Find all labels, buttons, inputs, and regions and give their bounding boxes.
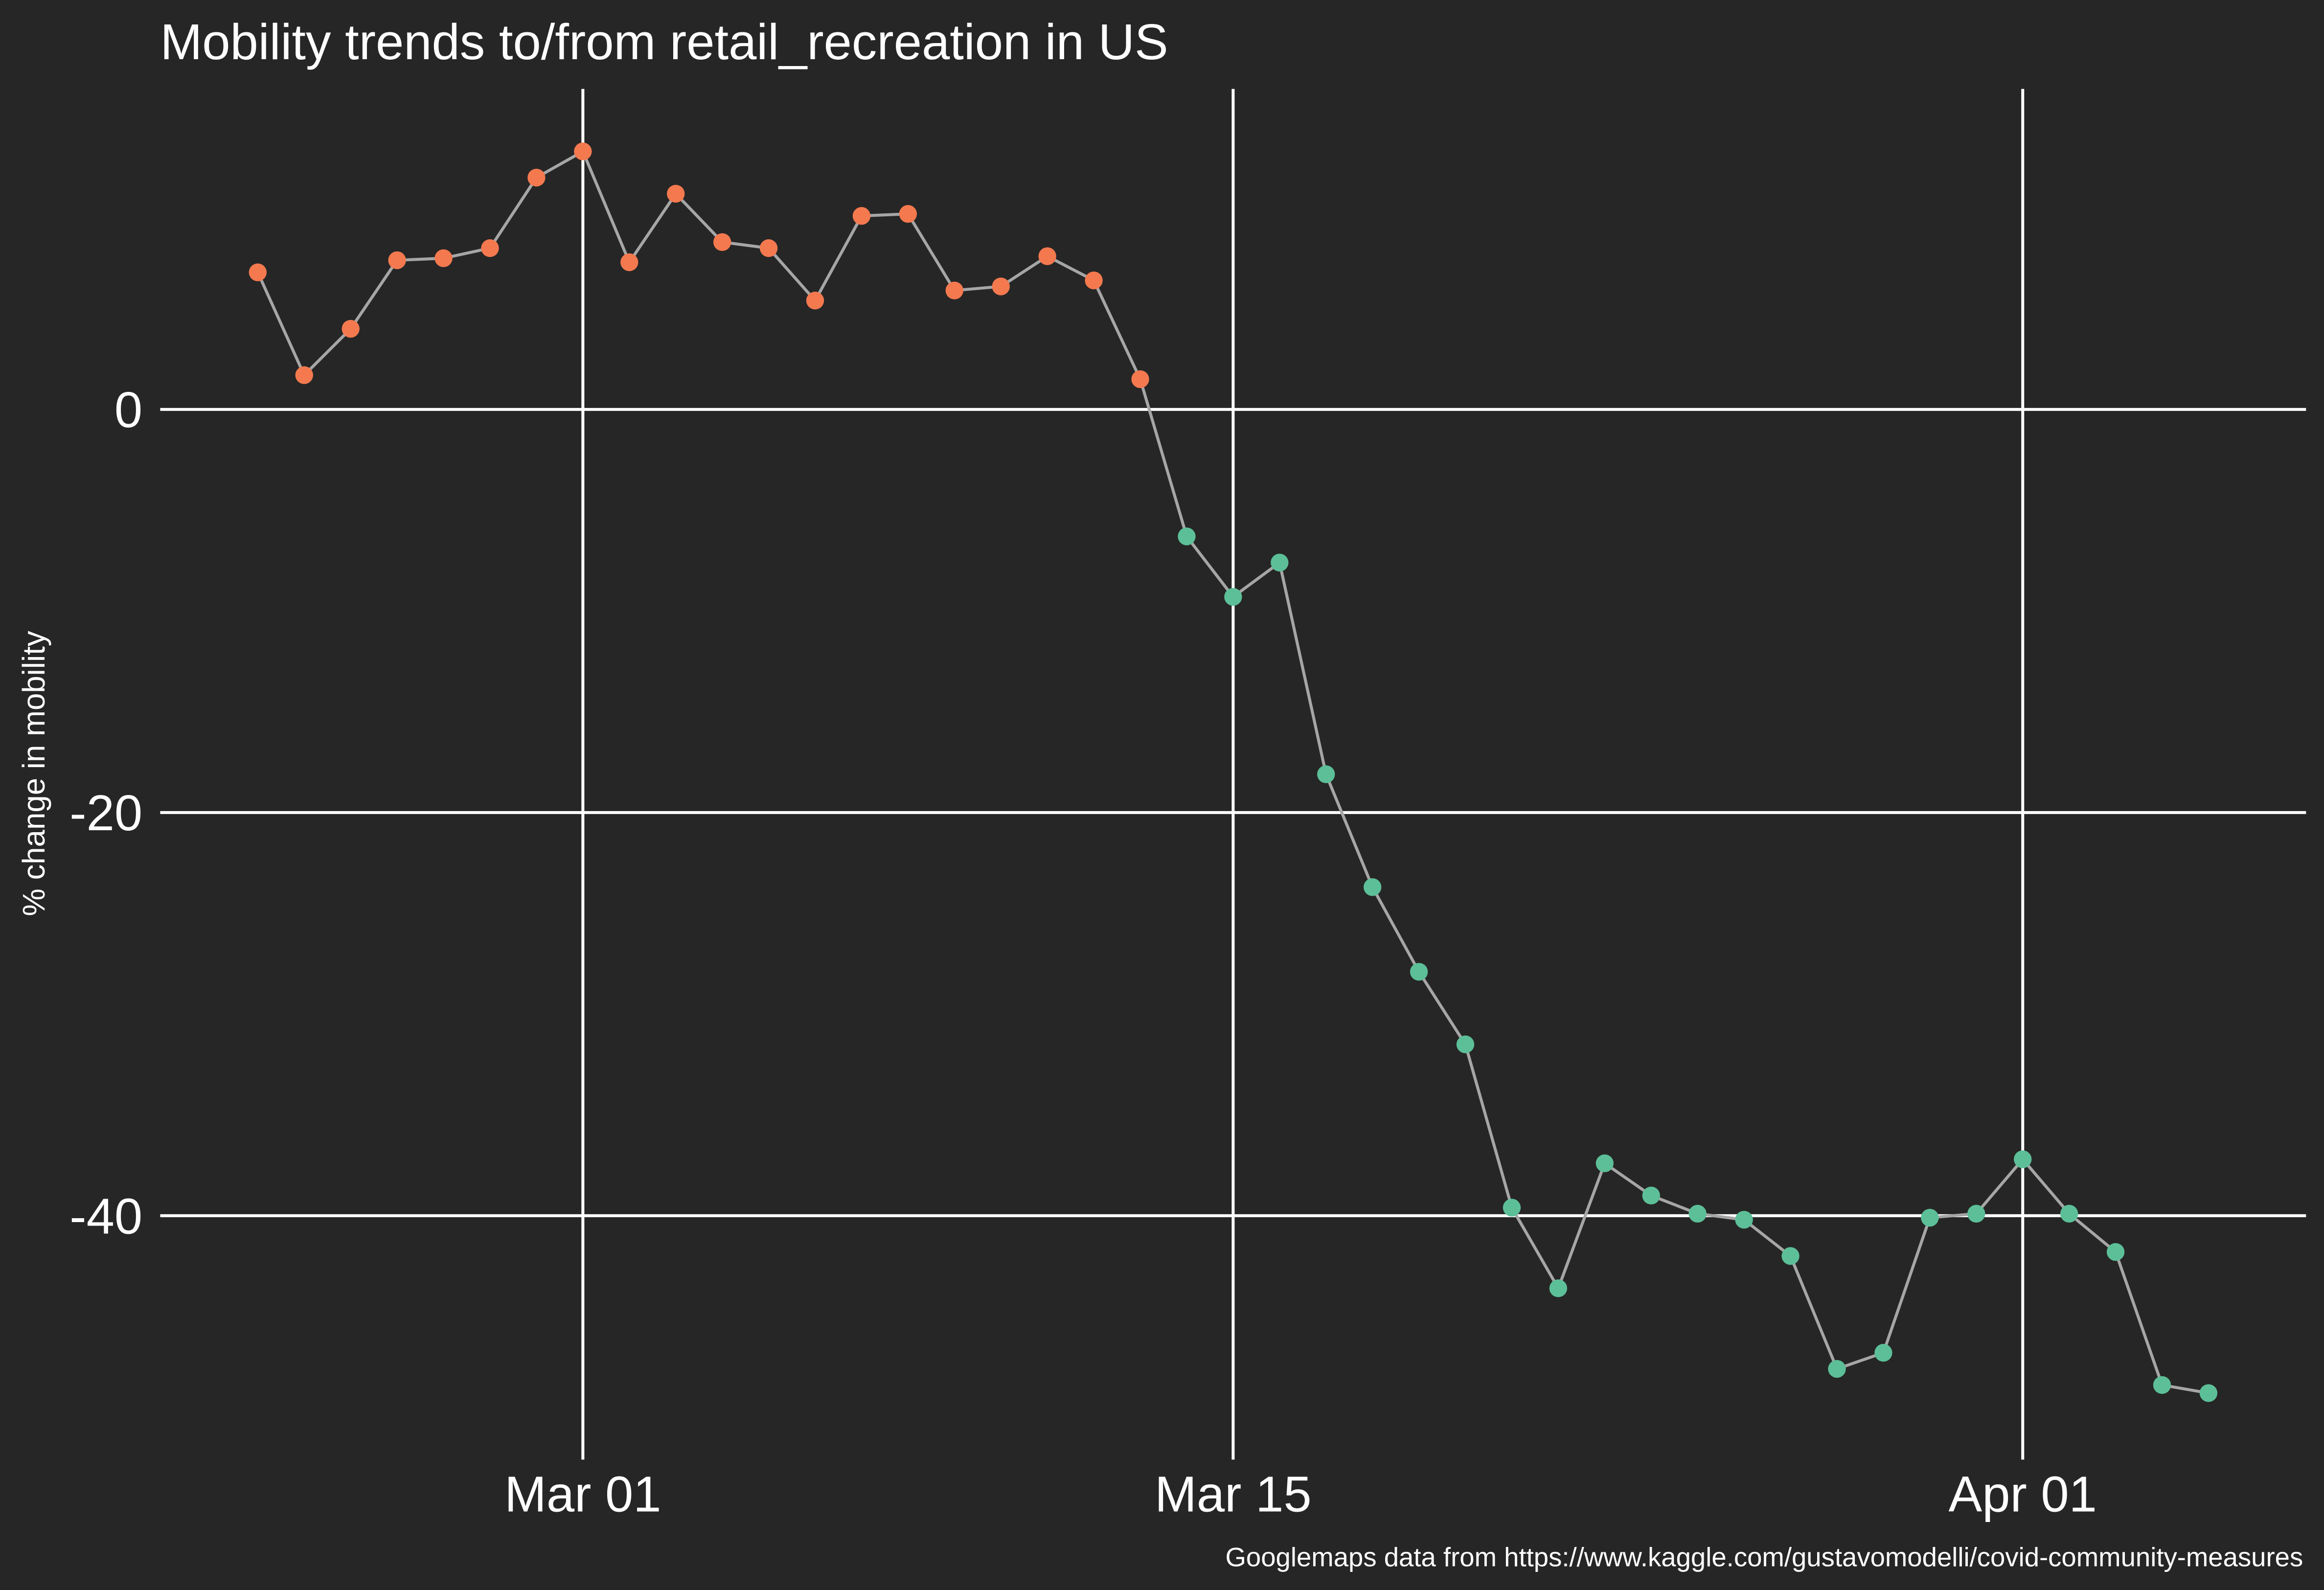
- data-point: [2153, 1376, 2171, 1394]
- caption: Googlemaps data from https://www.kaggle.…: [1225, 1543, 2303, 1572]
- data-point: [295, 366, 313, 384]
- data-point: [1317, 765, 1335, 783]
- data-point: [992, 277, 1010, 295]
- data-point: [1503, 1199, 1521, 1217]
- data-point: [1178, 527, 1196, 545]
- data-point: [342, 319, 360, 338]
- data-point: [1224, 588, 1242, 606]
- data-point: [1828, 1360, 1846, 1378]
- data-point: [1410, 963, 1428, 981]
- data-point: [759, 239, 778, 257]
- data-point: [1874, 1343, 1892, 1362]
- y-axis-label: % change in mobility: [17, 631, 51, 916]
- data-point: [1271, 553, 1289, 572]
- data-point: [1735, 1210, 1753, 1229]
- data-point: [806, 292, 824, 310]
- data-point: [1781, 1247, 1800, 1265]
- x-tick-label: Mar 15: [1155, 1466, 1311, 1522]
- data-point: [945, 281, 963, 299]
- data-point: [2014, 1150, 2032, 1168]
- data-point: [527, 168, 546, 187]
- x-tick-label: Mar 01: [504, 1466, 661, 1522]
- data-point: [620, 253, 638, 272]
- data-point: [2106, 1243, 2125, 1261]
- data-point: [1595, 1154, 1614, 1172]
- y-tick-label: 0: [114, 382, 142, 438]
- data-point: [1131, 370, 1149, 388]
- data-point: [2060, 1204, 2078, 1223]
- data-point: [1085, 271, 1103, 290]
- data-point: [1364, 878, 1382, 896]
- data-point: [481, 239, 499, 257]
- data-point: [249, 263, 267, 281]
- data-point: [2199, 1384, 2218, 1402]
- data-point: [1642, 1186, 1660, 1204]
- data-point: [899, 205, 917, 223]
- data-point: [388, 251, 406, 270]
- data-point: [667, 184, 685, 203]
- data-point: [1967, 1204, 1985, 1223]
- y-tick-label: -20: [69, 785, 142, 841]
- data-point: [1456, 1035, 1475, 1053]
- data-point: [852, 207, 871, 225]
- data-point: [713, 233, 731, 251]
- data-point: [574, 142, 592, 160]
- data-point: [1921, 1208, 1939, 1227]
- chart-title: Mobility trends to/from retail_recreatio…: [160, 14, 1168, 70]
- x-tick-label: Apr 01: [1949, 1466, 2097, 1522]
- data-point: [1688, 1204, 1707, 1223]
- data-point: [1549, 1279, 1568, 1297]
- y-tick-label: -40: [69, 1188, 142, 1244]
- data-point: [434, 249, 453, 268]
- data-point: [1038, 247, 1056, 265]
